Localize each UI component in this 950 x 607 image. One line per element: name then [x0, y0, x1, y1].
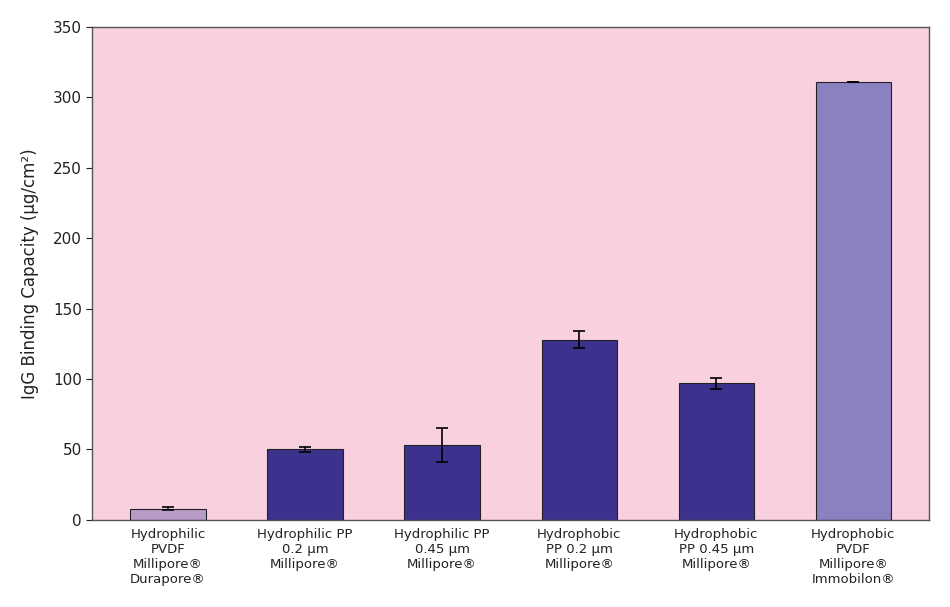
Bar: [678, 383, 754, 520]
Bar: [267, 449, 343, 520]
Bar: [542, 339, 617, 520]
Bar: [130, 509, 205, 520]
Y-axis label: IgG Binding Capacity (μg/cm²): IgG Binding Capacity (μg/cm²): [21, 148, 39, 399]
Bar: [816, 82, 891, 520]
Bar: [405, 445, 480, 520]
